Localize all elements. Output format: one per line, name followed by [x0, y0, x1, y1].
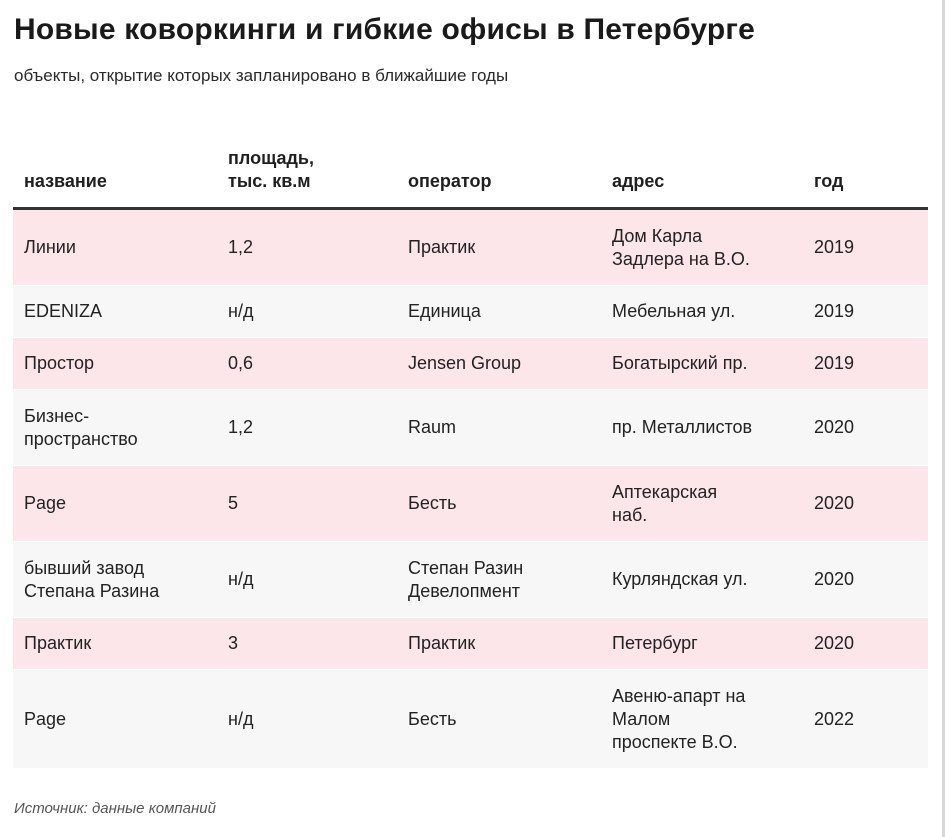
cell-address: Мебельная ул. — [601, 286, 803, 338]
cell-year: 2022 — [814, 708, 855, 729]
table-row: Линии 1,2 Практик Дом Карла Задлера на В.О. 2… — [13, 208, 928, 286]
cell-name-line: Практик — [24, 633, 92, 653]
cell-name: Бизнес-пространство — [13, 390, 217, 466]
cell-name-line: пространство — [24, 428, 138, 449]
cell-name: Page — [13, 670, 217, 769]
cell-name: EDENIZA — [13, 286, 217, 338]
column-header-name: название — [24, 171, 107, 191]
cell-name-line: Бизнес- — [24, 405, 90, 426]
cell-year: 2020 — [814, 569, 855, 589]
coworking-table: название площадь, тыс. кв.м оператор адре… — [13, 130, 928, 769]
cell-name-line: Линии — [24, 237, 76, 257]
column-header-operator: оператор — [408, 171, 492, 191]
cell-address-line: Курляндская ул. — [612, 569, 748, 589]
cell-operator-line: Бесть — [408, 708, 457, 729]
table-row: Page 5 Бесть Аптекарская наб. 2020 — [13, 465, 928, 542]
cell-year: 2019 — [814, 301, 855, 321]
cell-address-line: Дом Карла — [612, 225, 703, 246]
cell-name: Простор — [13, 338, 217, 390]
cell-address: Аптекарская наб. — [601, 466, 803, 542]
cell-address: пр. Металлистов — [601, 390, 803, 466]
cell-address: Дом Карла Задлера на В.О. — [601, 209, 803, 286]
cell-operator-line: Практик — [408, 237, 476, 257]
table-row: Простор 0,6 Jensen Group Богатырский пр. 201… — [13, 337, 928, 390]
cell-address-line: пр. Металлистов — [612, 417, 753, 437]
cell-address-line: Задлера на В.О. — [612, 248, 750, 269]
cell-name: Page — [13, 466, 217, 542]
table-row: Практик 3 Практик Петербург 2020 — [13, 617, 928, 670]
page-subtitle: объекты, открытие которых запланировано … — [14, 66, 509, 85]
cell-operator: Единица — [397, 286, 601, 338]
cell-address-line: проспекте В.О. — [612, 731, 738, 752]
cell-year: 2019 — [814, 353, 855, 373]
cell-year: 2019 — [814, 237, 855, 257]
cell-name-line: EDENIZA — [24, 301, 103, 321]
cell-address: Авеню-апарт на Малом проспекте В.О. — [601, 670, 803, 769]
cell-area: 5 — [228, 493, 239, 513]
cell-address-line: наб. — [612, 504, 648, 525]
table-row: Бизнес-пространство 1,2 Raum пр. Металлисто… — [13, 389, 928, 466]
cell-operator-line: Единица — [408, 301, 481, 321]
cell-year: 2020 — [814, 417, 855, 437]
cell-operator: Raum — [397, 390, 601, 466]
cell-year: 2020 — [814, 633, 855, 653]
source-note: Источник: данные компаний — [14, 800, 216, 817]
cell-operator-line: Девелопмент — [408, 580, 521, 601]
cell-address: Петербург — [601, 618, 803, 670]
cell-operator-line: Бесть — [408, 493, 457, 513]
cell-address: Богатырский пр. — [601, 338, 803, 390]
table-row: EDENIZA н/д Единица Мебельная ул. 2019 — [13, 285, 928, 338]
cell-operator: Бесть — [397, 670, 601, 769]
cell-name-line: Page — [24, 493, 67, 513]
cell-address-line: Авеню-апарт на — [612, 685, 746, 706]
cell-operator: Степан Разин Девелопмент — [397, 542, 601, 618]
cell-operator: Практик — [397, 209, 601, 286]
cell-operator: Jensen Group — [397, 338, 601, 390]
cell-name-line: Степана Разина — [24, 580, 160, 601]
cell-name-line: Page — [24, 708, 67, 729]
cell-operator-line: Jensen Group — [408, 353, 522, 373]
column-header-area: площадь, тыс. кв.м — [228, 148, 314, 191]
table-row: бывший завод Степана Разина н/д Степан Рази… — [13, 541, 928, 618]
cell-name-line: Простор — [24, 353, 95, 373]
cell-area: н/д — [228, 708, 254, 729]
cell-operator: Бесть — [397, 466, 601, 542]
table-header-row: название площадь, тыс. кв.м оператор адре… — [13, 130, 928, 209]
cell-address-line: Аптекарская — [612, 481, 718, 502]
cell-name: Практик — [13, 618, 217, 670]
cell-area: н/д — [228, 301, 254, 321]
table-row: Page н/д Бесть Авеню-апарт на Малом проспекте… — [13, 669, 928, 769]
cell-operator-line: Raum — [408, 417, 457, 437]
cell-year: 2020 — [814, 493, 855, 513]
column-header-address: адрес — [612, 171, 665, 191]
cell-address-line: Мебельная ул. — [612, 301, 736, 321]
cell-area: 3 — [228, 633, 239, 653]
cell-area: 0,6 — [228, 353, 254, 373]
cell-area: 1,2 — [228, 417, 254, 437]
scrollbar[interactable] — [942, 0, 945, 837]
cell-operator-line: Практик — [408, 633, 476, 653]
cell-area: н/д — [228, 569, 254, 589]
cell-operator-line: Степан Разин — [408, 557, 524, 578]
cell-operator: Практик — [397, 618, 601, 670]
column-header-year: год — [814, 171, 844, 191]
cell-name: Линии — [13, 209, 217, 286]
cell-address-line: Богатырский пр. — [612, 353, 748, 373]
cell-area: 1,2 — [228, 237, 254, 257]
cell-address-line: Петербург — [612, 633, 698, 653]
cell-name: бывший завод Степана Разина — [13, 542, 217, 618]
cell-address-line: Малом — [612, 708, 671, 729]
page-title: Новые коворкинги и гибкие офисы в Петерб… — [14, 13, 756, 46]
cell-address: Курляндская ул. — [601, 542, 803, 618]
cell-name-line: бывший завод — [24, 557, 145, 578]
